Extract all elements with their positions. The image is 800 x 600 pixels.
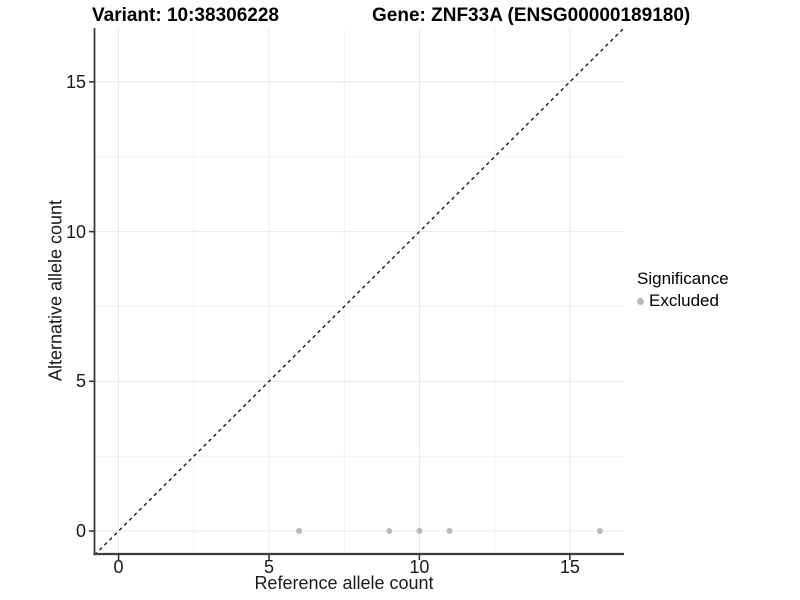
variant-title: Variant: 10:38306228 xyxy=(92,5,279,26)
legend-item-excluded: Excluded xyxy=(637,292,729,310)
y-tick-label: 15 xyxy=(65,71,86,92)
excluded-point-icon xyxy=(637,297,644,305)
y-tick-label: 10 xyxy=(65,221,86,242)
identity-dashed-line xyxy=(94,27,625,556)
y-axis-title: Alternative allele count xyxy=(45,199,66,382)
data-point xyxy=(386,528,393,535)
legend: Significance Excluded xyxy=(637,269,729,310)
legend-title: Significance xyxy=(637,269,729,288)
x-tick-label: 15 xyxy=(559,557,580,577)
y-tick-label: 0 xyxy=(75,521,86,542)
data-point xyxy=(416,528,423,535)
x-tick-label: 0 xyxy=(113,557,124,577)
x-tick-label: 10 xyxy=(409,557,430,577)
y-tick-label: 5 xyxy=(75,371,86,392)
data-point xyxy=(296,528,303,535)
data-point xyxy=(446,528,453,535)
data-point xyxy=(596,528,603,535)
legend-item-label: Excluded xyxy=(649,291,719,310)
x-axis-title: Reference allele count xyxy=(254,573,434,593)
gene-title: Gene: ZNF33A (ENSG00000189180) xyxy=(372,5,691,26)
x-tick-label: 5 xyxy=(263,557,274,577)
